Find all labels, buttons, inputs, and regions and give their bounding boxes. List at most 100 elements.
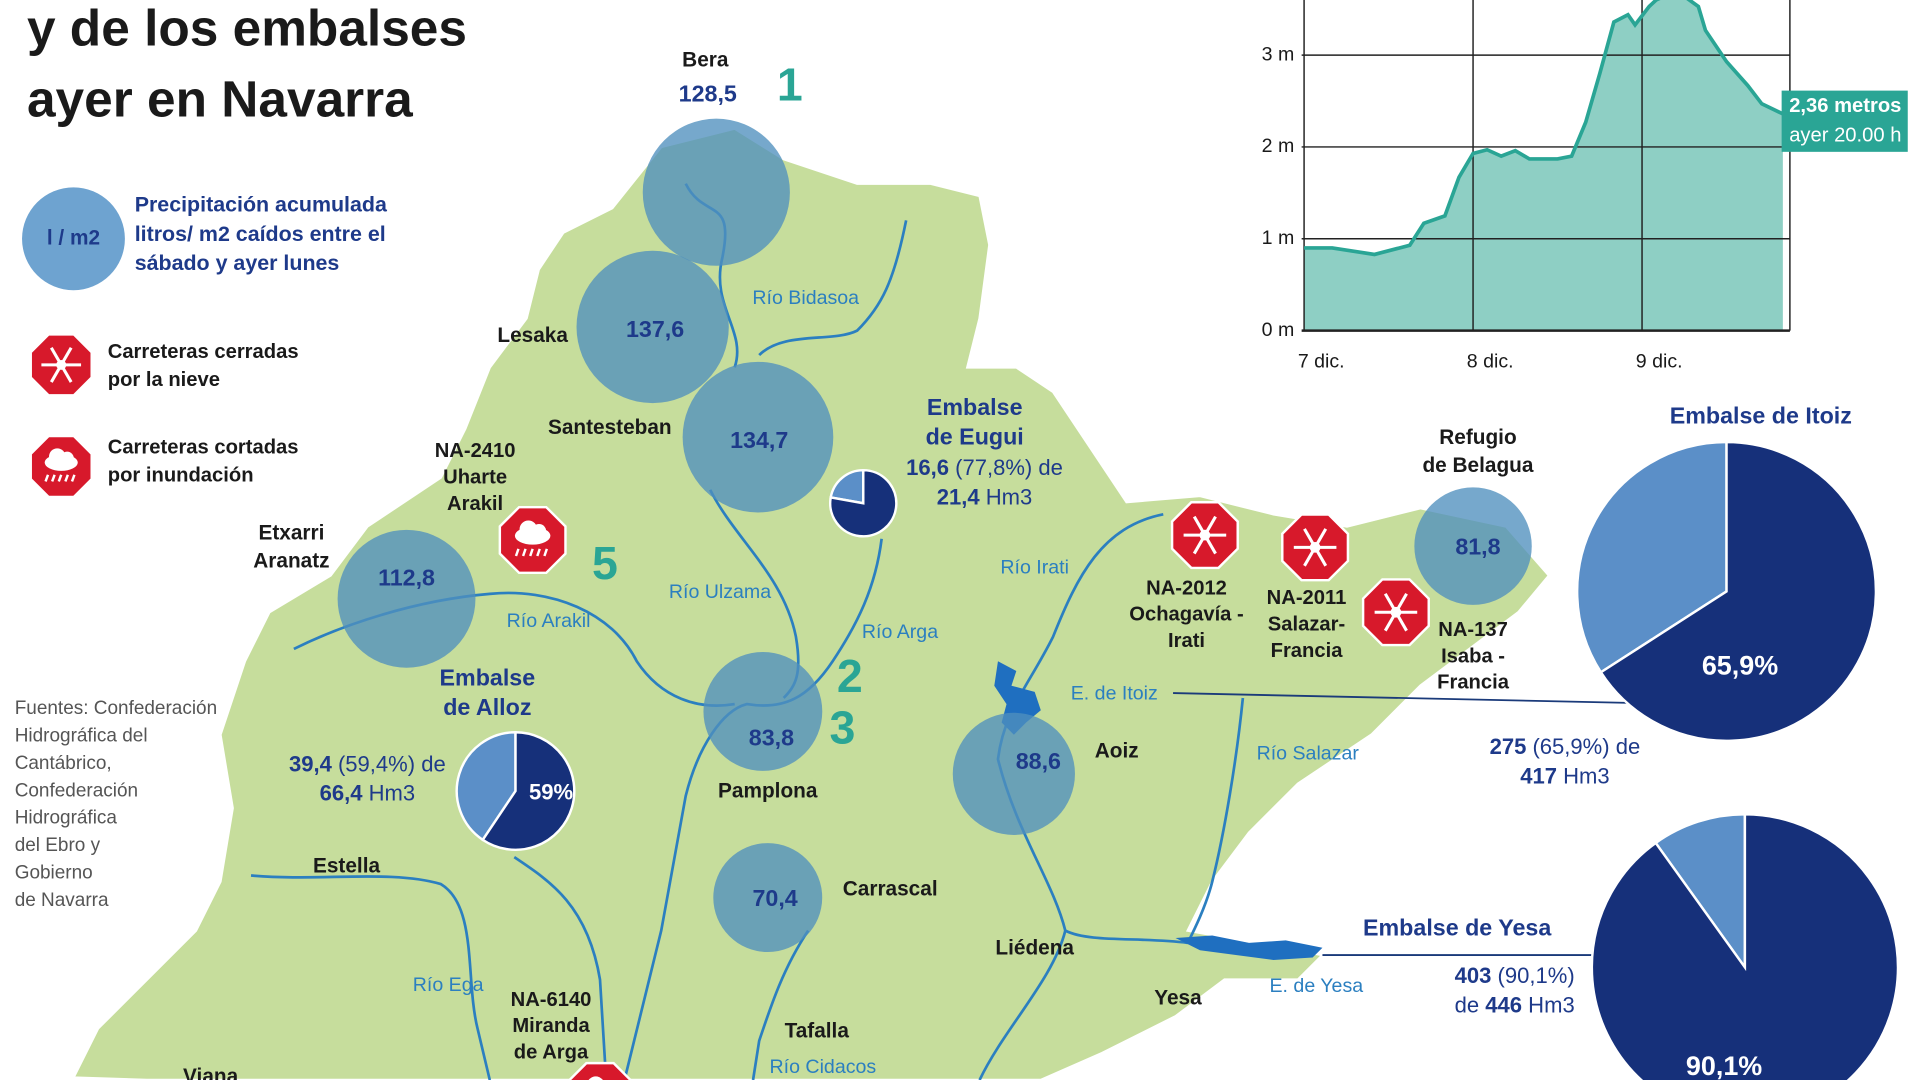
- reservoir-data-part: 417: [1520, 763, 1557, 788]
- road-label: Irati: [1168, 630, 1205, 652]
- legend-text: Carreteras cortadas: [108, 437, 299, 459]
- rain-circle: [952, 712, 1075, 835]
- reservoir-data-part: Hm3: [980, 484, 1033, 509]
- drop: [64, 474, 69, 482]
- road-label: Miranda: [512, 1015, 590, 1037]
- drop: [514, 548, 520, 557]
- reservoir-name: Embalse: [927, 394, 1023, 420]
- place-name: Pamplona: [718, 780, 818, 803]
- level-line: [1304, 0, 1784, 257]
- pie-empty: [829, 468, 865, 505]
- pie-filled: [1590, 813, 1900, 1080]
- river-label: Río Bidasoa: [752, 287, 859, 309]
- river: [1186, 697, 1245, 944]
- rain-value: 137,6: [626, 316, 684, 342]
- reservoir-name: de Alloz: [443, 694, 531, 720]
- legend-text: litros/ m2 caídos entre el: [135, 222, 386, 246]
- leader-line: [1173, 692, 1629, 704]
- reservoir-data-part: 275: [1490, 734, 1527, 759]
- river: [751, 929, 810, 1080]
- navarra-shape: [71, 127, 1551, 1080]
- river-label: Río Ulzama: [669, 581, 771, 603]
- source-text: del Ebro y: [15, 835, 101, 856]
- town-name: Liédena: [995, 936, 1074, 959]
- source-text: Confederación: [15, 780, 138, 801]
- rain-value: 83,8: [749, 725, 794, 751]
- zone-marker: 2: [837, 650, 863, 702]
- annotation: ayer 20.00 h: [1789, 124, 1901, 146]
- river: [513, 856, 608, 1080]
- flood-icon: [567, 1061, 633, 1080]
- place-name: Carrascal: [843, 878, 938, 901]
- place-name: Refugio: [1439, 426, 1516, 449]
- rain-value: 134,7: [730, 427, 788, 453]
- reservoir-data-part: Hm3: [1522, 992, 1575, 1017]
- legend-circle-label: l / m2: [47, 226, 100, 249]
- zone-marker: 3: [830, 701, 856, 753]
- flake-core: [1309, 542, 1321, 553]
- y-tick-label: 3 m: [1262, 43, 1295, 65]
- river-label: Río Arga: [862, 621, 938, 643]
- drop: [44, 474, 50, 482]
- road-label: NA-2012: [1146, 577, 1227, 599]
- drop: [521, 548, 527, 557]
- legend-text: por la nieve: [108, 369, 220, 391]
- pie-label: 90,1%: [1686, 1051, 1762, 1080]
- flood-icon: [29, 434, 93, 499]
- town-name: Tafalla: [785, 1020, 850, 1043]
- river-label: Río Arakil: [507, 610, 591, 632]
- source-text: Gobierno: [15, 863, 93, 884]
- title-line: ayer en Navarra: [27, 69, 413, 127]
- snow-icon: [1281, 513, 1350, 582]
- reservoir-data-part: Hm3: [362, 781, 415, 806]
- title-line: y de los embalses: [27, 0, 467, 56]
- reservoir-data-part: de: [1455, 992, 1486, 1017]
- pie-filled: [828, 468, 898, 538]
- place-name: de Belagua: [1422, 454, 1533, 477]
- legend-circle: [22, 187, 125, 291]
- drop: [543, 548, 549, 557]
- zone-marker: 1: [777, 58, 803, 110]
- road-label: Uharte: [443, 467, 507, 489]
- reservoir-data-part: (90,1%): [1491, 963, 1574, 988]
- x-tick-label: 8 dic.: [1467, 351, 1514, 373]
- drop: [70, 474, 76, 482]
- annotation: 2,36 metros: [1789, 95, 1901, 117]
- legend-text: Precipitación acumulada: [135, 192, 388, 216]
- source-text: Fuentes: Confederación: [15, 698, 217, 719]
- road-label: NA-137: [1438, 619, 1508, 641]
- yesa-reservoir: [1175, 935, 1323, 960]
- x-tick-label: 9 dic.: [1636, 351, 1683, 373]
- reservoir-data-part: 403: [1455, 963, 1492, 988]
- road-label: NA-2410: [435, 440, 516, 462]
- source-text: de Navarra: [15, 890, 109, 911]
- reservoir-data: 403 (90,1%): [1455, 963, 1575, 988]
- level-area: [1304, 0, 1783, 331]
- legend-text: sábado y ayer lunes: [135, 251, 340, 275]
- snow-icon: [1170, 501, 1239, 570]
- road-label: Isaba -: [1441, 645, 1505, 667]
- river-label: Río Irati: [1000, 556, 1069, 578]
- x-tick-label: 7 dic.: [1298, 351, 1345, 373]
- reservoir-name: de Eugui: [926, 424, 1024, 450]
- river: [250, 874, 492, 1080]
- rain-value: 81,8: [1455, 534, 1500, 560]
- pie-label: 59%: [529, 779, 574, 804]
- road-label: NA-6140: [511, 989, 592, 1011]
- y-tick-label: 0 m: [1262, 319, 1295, 341]
- place-name: Aranatz: [253, 550, 329, 573]
- river-label: E. de Yesa: [1270, 975, 1364, 997]
- pie-empty: [455, 731, 517, 842]
- cloud: [588, 1076, 603, 1080]
- rain-circle: [682, 361, 834, 513]
- river: [978, 930, 1067, 1080]
- road-label: Arakil: [447, 493, 503, 515]
- place-name: Aoiz: [1095, 739, 1139, 762]
- reservoir-data: de 446 Hm3: [1455, 992, 1575, 1017]
- y-tick-label: 2 m: [1262, 135, 1295, 157]
- flake-core: [1199, 529, 1211, 541]
- place-name: Bera: [682, 49, 729, 72]
- pie-empty: [1653, 813, 1747, 972]
